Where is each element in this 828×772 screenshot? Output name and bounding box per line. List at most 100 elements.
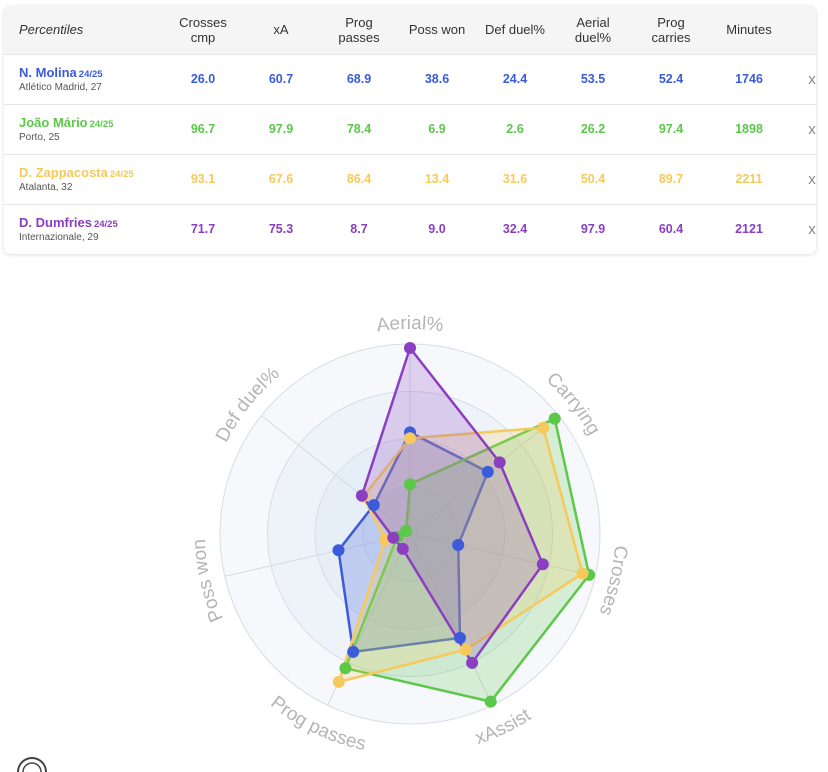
- series-point: [493, 456, 506, 469]
- player-club: Atlético Madrid, 27: [19, 82, 102, 93]
- table-row: D. Dumfries 24/25 Internazionale, 29 71.7 75…: [4, 204, 816, 254]
- stat-cell: 31.6: [502, 172, 528, 186]
- stat-cell: 89.7: [658, 172, 684, 186]
- player-cell: N. Molina 24/25 Atlético Madrid, 27: [4, 54, 164, 104]
- stat-cell: 97.9: [268, 122, 294, 136]
- series-point: [332, 675, 345, 688]
- axis-label: Aerial%: [375, 313, 444, 337]
- series-point: [537, 421, 550, 434]
- remove-player-button[interactable]: x: [808, 70, 816, 88]
- series-point: [404, 478, 416, 491]
- player-season: 24/25: [89, 119, 114, 130]
- grid-spoke: [409, 533, 493, 706]
- player-club: Porto, 25: [19, 132, 60, 143]
- player-season: 24/25: [78, 69, 103, 80]
- series-point: [355, 489, 368, 502]
- series-point: [396, 542, 409, 555]
- stat-cell: 53.5: [580, 72, 606, 86]
- series-point: [454, 631, 466, 644]
- table-row: D. Zappacosta 24/25 Atalanta, 32 93.1 67.6 86…: [4, 154, 816, 204]
- player-cell: D. Zappacosta 24/25 Atalanta, 32: [4, 154, 164, 204]
- stat-cell: 60.4: [658, 222, 684, 237]
- stat-cell: 71.7: [190, 222, 216, 237]
- stat-cell: 2121: [735, 222, 763, 237]
- stat-cell: 2211: [735, 172, 763, 186]
- player-cell: João Mário 24/25 Porto, 25: [4, 104, 164, 154]
- stat-cell: 13.4: [424, 172, 450, 186]
- series-point: [484, 695, 497, 708]
- series-point: [576, 567, 589, 580]
- stat-cell: 75.3: [268, 222, 294, 237]
- series-point: [347, 645, 360, 658]
- header-prog-carries[interactable]: Prog carries: [651, 14, 691, 45]
- stat-cell: 96.7: [190, 122, 216, 136]
- player-club: Atalanta, 32: [19, 182, 73, 193]
- remove-player-button[interactable]: x: [808, 170, 816, 188]
- player-name[interactable]: N. Molina: [19, 65, 77, 80]
- stat-cell: 50.4: [580, 172, 606, 186]
- table-row: João Mário 24/25 Porto, 25 96.7 97.9 78.4 6.9 2…: [4, 104, 816, 154]
- stat-cell: 86.4: [346, 172, 372, 186]
- series-point: [339, 662, 352, 675]
- series-point: [404, 342, 416, 354]
- stat-cell: 97.9: [580, 222, 606, 237]
- remove-player-button[interactable]: x: [808, 120, 816, 138]
- series-area: [360, 346, 545, 665]
- comparison-table-card: Percentiles Crosses cmp xA Prog passes Pos…: [4, 6, 816, 254]
- stat-cell: 38.6: [424, 72, 450, 86]
- grid-spoke: [261, 415, 411, 535]
- player-name[interactable]: João Mário: [19, 115, 88, 130]
- header-prog-passes[interactable]: Prog passes: [338, 14, 380, 45]
- series-point: [481, 465, 494, 478]
- header-def-duel[interactable]: Def duel%: [485, 22, 545, 38]
- header-poss-won[interactable]: Poss won: [408, 22, 466, 38]
- table-header-row: Percentiles Crosses cmp xA Prog passes Pos…: [4, 6, 816, 54]
- stat-cell: 32.4: [502, 222, 528, 237]
- stat-cell: 26.0: [190, 72, 216, 86]
- series-point: [367, 499, 380, 512]
- stat-cell: 97.4: [658, 122, 684, 136]
- stat-cell: 93.1: [190, 172, 216, 186]
- header-xa[interactable]: xA: [273, 22, 289, 38]
- table-row: N. Molina 24/25 Atlético Madrid, 27 26.0 60.…: [4, 54, 816, 104]
- stat-cell: 26.2: [580, 122, 606, 136]
- series-point: [548, 412, 561, 425]
- player-club: Internazionale, 29: [19, 232, 99, 244]
- player-season: 24/25: [93, 219, 118, 231]
- axis-label: Crosses: [595, 545, 631, 619]
- remove-player-button[interactable]: x: [808, 220, 816, 238]
- stat-cell: 52.4: [658, 72, 684, 86]
- series-point: [400, 524, 413, 537]
- header-percentiles[interactable]: Percentiles: [19, 22, 84, 38]
- logo-icon: [17, 757, 47, 772]
- stat-cell: 2.6: [506, 122, 524, 136]
- stat-cell: 9.0: [428, 222, 446, 237]
- stat-cell: 1746: [735, 72, 763, 86]
- series-area: [337, 431, 490, 654]
- series-point: [332, 544, 345, 557]
- grid-spoke: [409, 533, 596, 577]
- series-point: [536, 558, 549, 571]
- header-crosses-cmp[interactable]: Crosses cmp: [179, 14, 227, 45]
- header-aerial-duel[interactable]: Aerial duel%: [574, 14, 612, 45]
- series-point: [452, 539, 465, 551]
- series-point: [387, 531, 400, 544]
- stat-cell: 60.7: [268, 72, 294, 86]
- series-point: [459, 643, 472, 656]
- player-cell: D. Dumfries 24/25 Internazionale, 29: [4, 204, 164, 254]
- percentiles-table: Percentiles Crosses cmp xA Prog passes Pos…: [4, 6, 816, 254]
- axis-label: xAssist: [473, 704, 536, 749]
- series-point: [404, 432, 416, 445]
- grid-spoke: [224, 533, 411, 577]
- player-name[interactable]: D. Dumfries: [19, 215, 92, 231]
- series-point: [466, 656, 479, 669]
- stat-cell: 68.9: [346, 72, 372, 86]
- player-season: 24/25: [109, 169, 134, 180]
- stat-cell: 24.4: [502, 72, 528, 86]
- stat-cell: 8.7: [350, 222, 368, 237]
- stat-cell: 6.9: [428, 122, 446, 136]
- player-name[interactable]: D. Zappacosta: [19, 165, 108, 180]
- stat-cell: 1898: [735, 122, 763, 136]
- header-minutes[interactable]: Minutes: [726, 22, 772, 38]
